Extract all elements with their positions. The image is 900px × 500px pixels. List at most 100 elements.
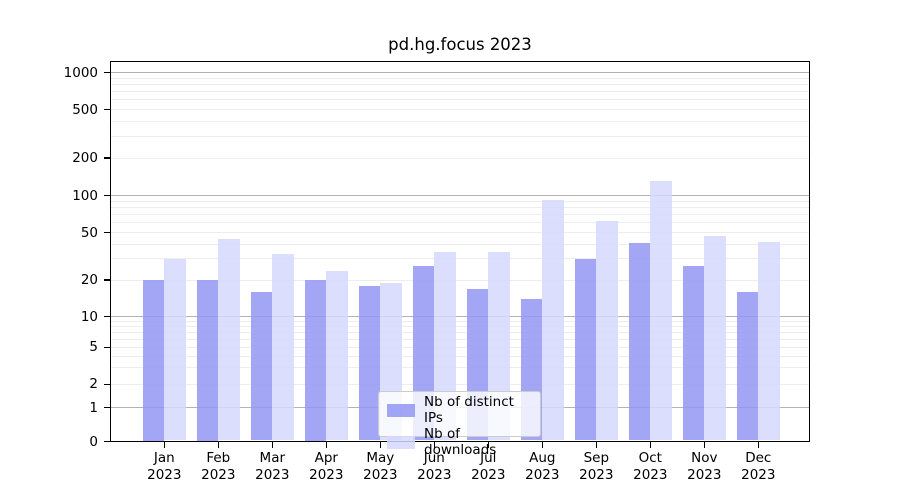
minor-gridline: [111, 326, 809, 328]
legend-swatch-downloads: [387, 435, 415, 449]
legend-item-downloads: Nb of downloads: [387, 426, 532, 458]
y-axis-tick-label: 200: [72, 150, 98, 166]
x-axis-tick-label: Mar 2023: [255, 450, 290, 483]
minor-gridline: [111, 383, 809, 385]
y-axis-tick: [103, 279, 110, 281]
x-axis-tick-label: Sep 2023: [579, 450, 614, 483]
y-axis-tick: [103, 383, 110, 386]
x-axis-tick-label: Aug 2023: [525, 450, 560, 483]
legend: Nb of distinct IPs Nb of downloads: [378, 391, 541, 458]
x-axis-tick: [595, 442, 598, 448]
x-axis-tick: [433, 442, 436, 448]
x-axis-tick: [649, 442, 652, 448]
bar-sep-downloads: [596, 221, 618, 441]
minor-gridline: [111, 338, 809, 340]
y-axis-tick-label: 1: [89, 399, 98, 416]
bar-oct-downloads: [650, 181, 672, 441]
minor-gridline: [111, 367, 809, 369]
minor-gridline: [111, 258, 809, 260]
legend-item-distinct-ips: Nb of distinct IPs: [387, 394, 532, 426]
y-axis-tick: [103, 157, 110, 159]
y-axis-tick-label: 10: [80, 308, 98, 325]
y-axis-tick-label: 0: [89, 433, 98, 450]
x-axis-tick: [541, 442, 544, 448]
y-axis-tick-label: 5: [89, 339, 98, 356]
bar-aug-downloads: [542, 199, 564, 441]
bar-dec-distinct-ips: [736, 291, 759, 441]
minor-gridline: [111, 331, 809, 333]
bar-sep-distinct-ips: [574, 258, 597, 441]
minor-gridline: [111, 355, 809, 357]
y-axis-tick-label: 2: [89, 376, 98, 393]
minor-gridline: [111, 91, 809, 93]
y-axis-tick: [103, 71, 110, 74]
minor-gridline: [111, 83, 809, 85]
y-axis-tick-label: 500: [72, 101, 98, 118]
minor-gridline: [111, 232, 809, 233]
x-axis-tick: [163, 442, 166, 448]
y-axis-tick: [103, 231, 110, 234]
minor-gridline: [111, 243, 809, 245]
x-axis-tick: [271, 442, 274, 448]
minor-gridline: [111, 120, 809, 122]
major-gridline: [111, 72, 809, 73]
minor-gridline: [111, 157, 809, 159]
x-axis-tick: [757, 442, 760, 448]
y-axis-tick: [103, 108, 110, 111]
minor-gridline: [111, 99, 809, 101]
minor-gridline: [111, 279, 809, 281]
minor-gridline: [111, 109, 809, 110]
minor-gridline: [111, 77, 809, 79]
legend-label-distinct-ips: Nb of distinct IPs: [424, 394, 514, 426]
x-axis-tick-label: Nov 2023: [687, 450, 722, 483]
y-axis-tick-label: 50: [80, 224, 98, 241]
minor-gridline: [111, 136, 809, 138]
x-axis-tick: [379, 442, 382, 448]
bar-may-distinct-ips: [358, 285, 381, 441]
y-axis-tick: [103, 315, 110, 318]
minor-gridline: [111, 320, 809, 322]
x-axis-tick: [217, 442, 220, 448]
bar-feb-distinct-ips: [196, 280, 219, 441]
x-axis-tick-label: Apr 2023: [309, 450, 344, 483]
x-axis-tick: [487, 442, 490, 448]
y-axis-tick-label: 100: [72, 187, 98, 204]
y-axis-tick: [103, 346, 110, 349]
bar-nov-distinct-ips: [682, 266, 705, 441]
bar-jan-downloads: [164, 258, 186, 441]
bar-apr-downloads: [326, 270, 348, 441]
y-axis-tick: [103, 406, 110, 409]
x-axis-tick-label: Jul 2023: [471, 450, 506, 483]
minor-gridline: [111, 214, 809, 216]
y-axis-tick-label: 1000: [63, 64, 98, 81]
bar-mar-downloads: [272, 254, 294, 441]
y-axis-tick: [103, 440, 110, 443]
minor-gridline: [111, 206, 809, 208]
bar-mar-distinct-ips: [250, 291, 273, 441]
x-axis-tick: [325, 442, 328, 448]
major-gridline: [111, 195, 809, 196]
minor-gridline: [111, 346, 809, 348]
x-axis-tick-label: Jan 2023: [147, 450, 182, 483]
y-axis-tick: [103, 194, 110, 197]
bar-oct-distinct-ips: [628, 242, 651, 441]
x-axis-tick-label: Feb 2023: [201, 450, 236, 483]
x-axis-tick-label: May 2023: [363, 450, 398, 483]
minor-gridline: [111, 222, 809, 224]
bar-feb-downloads: [218, 239, 240, 441]
bar-dec-downloads: [758, 241, 780, 441]
minor-gridline: [111, 200, 809, 202]
bar-apr-distinct-ips: [304, 280, 327, 441]
x-axis-tick-label: Jun 2023: [417, 450, 452, 483]
x-axis-tick-label: Oct 2023: [633, 450, 668, 483]
bar-jan-distinct-ips: [142, 280, 165, 441]
bar-nov-downloads: [704, 235, 726, 441]
x-axis-tick-label: Dec 2023: [741, 450, 776, 483]
legend-swatch-distinct-ips: [387, 403, 415, 417]
y-axis-tick-label: 20: [80, 272, 98, 288]
legend-label-downloads: Nb of downloads: [424, 426, 497, 458]
chart-title: pd.hg.focus 2023: [388, 35, 532, 54]
major-gridline: [111, 316, 809, 318]
x-axis-tick: [703, 442, 706, 448]
